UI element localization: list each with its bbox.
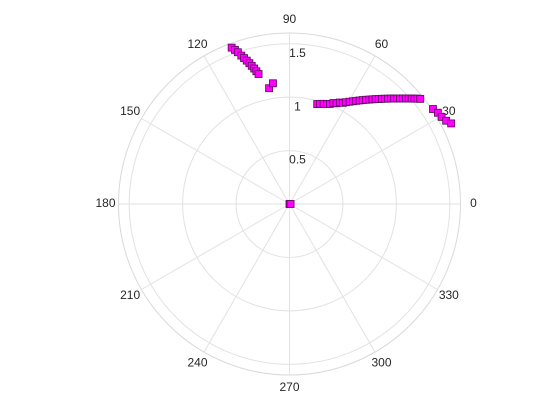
angle-tick-label-120: 120	[187, 37, 207, 51]
angle-tick-label-90: 90	[283, 12, 297, 26]
angle-tick-label-0: 0	[470, 196, 477, 210]
angle-spoke-300	[289, 203, 376, 353]
radial-tick-labels: 0.5 1 1.5	[289, 46, 306, 167]
angle-tick-labels: 0 30 60 90 120 150 180 210 240 270 300 330	[95, 12, 477, 394]
angle-spoke-30	[289, 118, 438, 205]
data-point	[254, 70, 263, 78]
data-point	[286, 200, 295, 208]
angle-tick-label-210: 210	[120, 288, 140, 302]
angle-spoke-240	[203, 203, 290, 353]
angle-tick-label-150: 150	[120, 104, 140, 118]
angle-tick-label-300: 300	[371, 356, 391, 370]
angle-spoke-330	[289, 203, 438, 290]
radial-tick-label-0: 0.5	[289, 153, 306, 167]
angle-spoke-210	[141, 203, 290, 290]
angle-tick-label-270: 270	[279, 380, 299, 394]
angle-spoke-150	[141, 118, 290, 205]
radial-tick-label-1: 1	[294, 99, 301, 113]
angle-tick-label-240: 240	[187, 356, 207, 370]
angle-tick-label-60: 60	[375, 37, 389, 51]
angle-spoke-60	[289, 55, 376, 205]
angle-tick-label-330: 330	[439, 288, 459, 302]
angle-tick-label-30: 30	[442, 104, 456, 118]
radial-tick-label-2: 1.5	[289, 46, 306, 60]
data-point	[447, 119, 456, 128]
angle-tick-label-180: 180	[95, 196, 115, 210]
polar-grid	[118, 32, 461, 376]
data-point	[269, 79, 277, 88]
data-markers	[227, 43, 456, 208]
data-point	[416, 94, 425, 103]
angle-spoke-120	[203, 55, 290, 205]
